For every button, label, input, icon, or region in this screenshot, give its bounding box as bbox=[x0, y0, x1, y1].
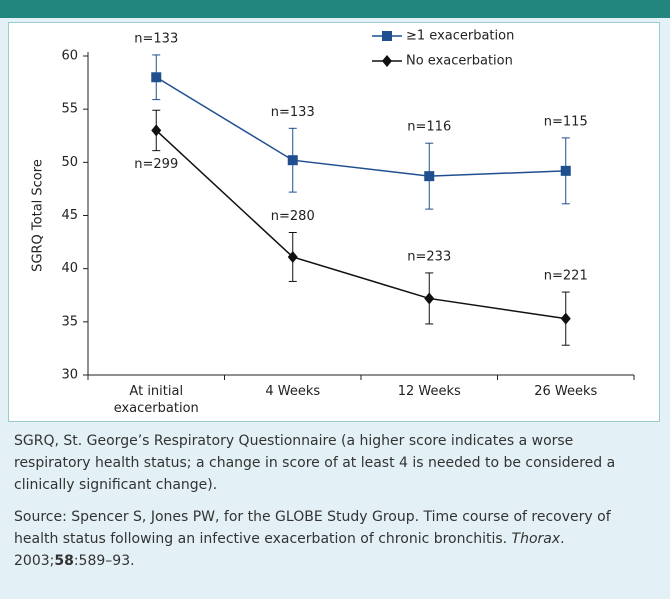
header-bar bbox=[0, 0, 670, 18]
y-tick-label: 50 bbox=[61, 155, 78, 170]
x-tick-label: 4 Weeks bbox=[265, 384, 321, 399]
chart-panel bbox=[8, 22, 660, 422]
n-label: n=221 bbox=[544, 269, 588, 284]
marker bbox=[560, 312, 571, 325]
x-tick-label: 26 Weeks bbox=[534, 384, 598, 399]
y-tick-label: 60 bbox=[61, 49, 78, 64]
year: . 2003; bbox=[14, 531, 565, 569]
y-axis-label: SGRQ Total Score bbox=[31, 159, 46, 272]
n-label: n=133 bbox=[271, 105, 315, 120]
y-tick-label: 55 bbox=[61, 102, 78, 117]
marker bbox=[382, 55, 392, 67]
n-label: n=280 bbox=[271, 209, 315, 224]
n-label: n=133 bbox=[134, 31, 178, 46]
n-label: n=116 bbox=[407, 120, 451, 135]
pages: :589–93. bbox=[73, 553, 135, 569]
marker bbox=[382, 31, 392, 41]
n-label: n=115 bbox=[544, 114, 588, 129]
marker bbox=[560, 165, 571, 176]
series-line bbox=[155, 76, 566, 177]
source: Source: Spencer S, Jones PW, for the GLO… bbox=[14, 506, 644, 572]
n-label: n=233 bbox=[407, 249, 451, 264]
legend-label: No exacerbation bbox=[406, 54, 513, 69]
marker bbox=[424, 292, 435, 305]
marker bbox=[424, 171, 435, 182]
x-tick-label: 12 Weeks bbox=[397, 384, 461, 399]
n-label: n=299 bbox=[134, 157, 178, 172]
y-tick-label: 40 bbox=[61, 261, 78, 276]
volume: 58 bbox=[54, 553, 74, 569]
source-text: Source: Spencer S, Jones PW, for the GLO… bbox=[14, 509, 611, 547]
footnote: SGRQ, St. George’s Respiratory Questionn… bbox=[14, 433, 616, 493]
series-line bbox=[155, 129, 566, 320]
marker bbox=[287, 155, 298, 166]
y-tick-label: 30 bbox=[61, 368, 78, 383]
marker bbox=[151, 124, 162, 137]
legend-label: ≥1 exacerbation bbox=[406, 29, 514, 44]
y-tick-label: 35 bbox=[61, 314, 78, 329]
x-tick-label: At initial exacerbation bbox=[113, 384, 199, 416]
marker bbox=[151, 72, 162, 83]
journal: Thorax bbox=[511, 531, 561, 547]
y-tick-label: 45 bbox=[61, 208, 78, 223]
marker bbox=[287, 250, 298, 263]
